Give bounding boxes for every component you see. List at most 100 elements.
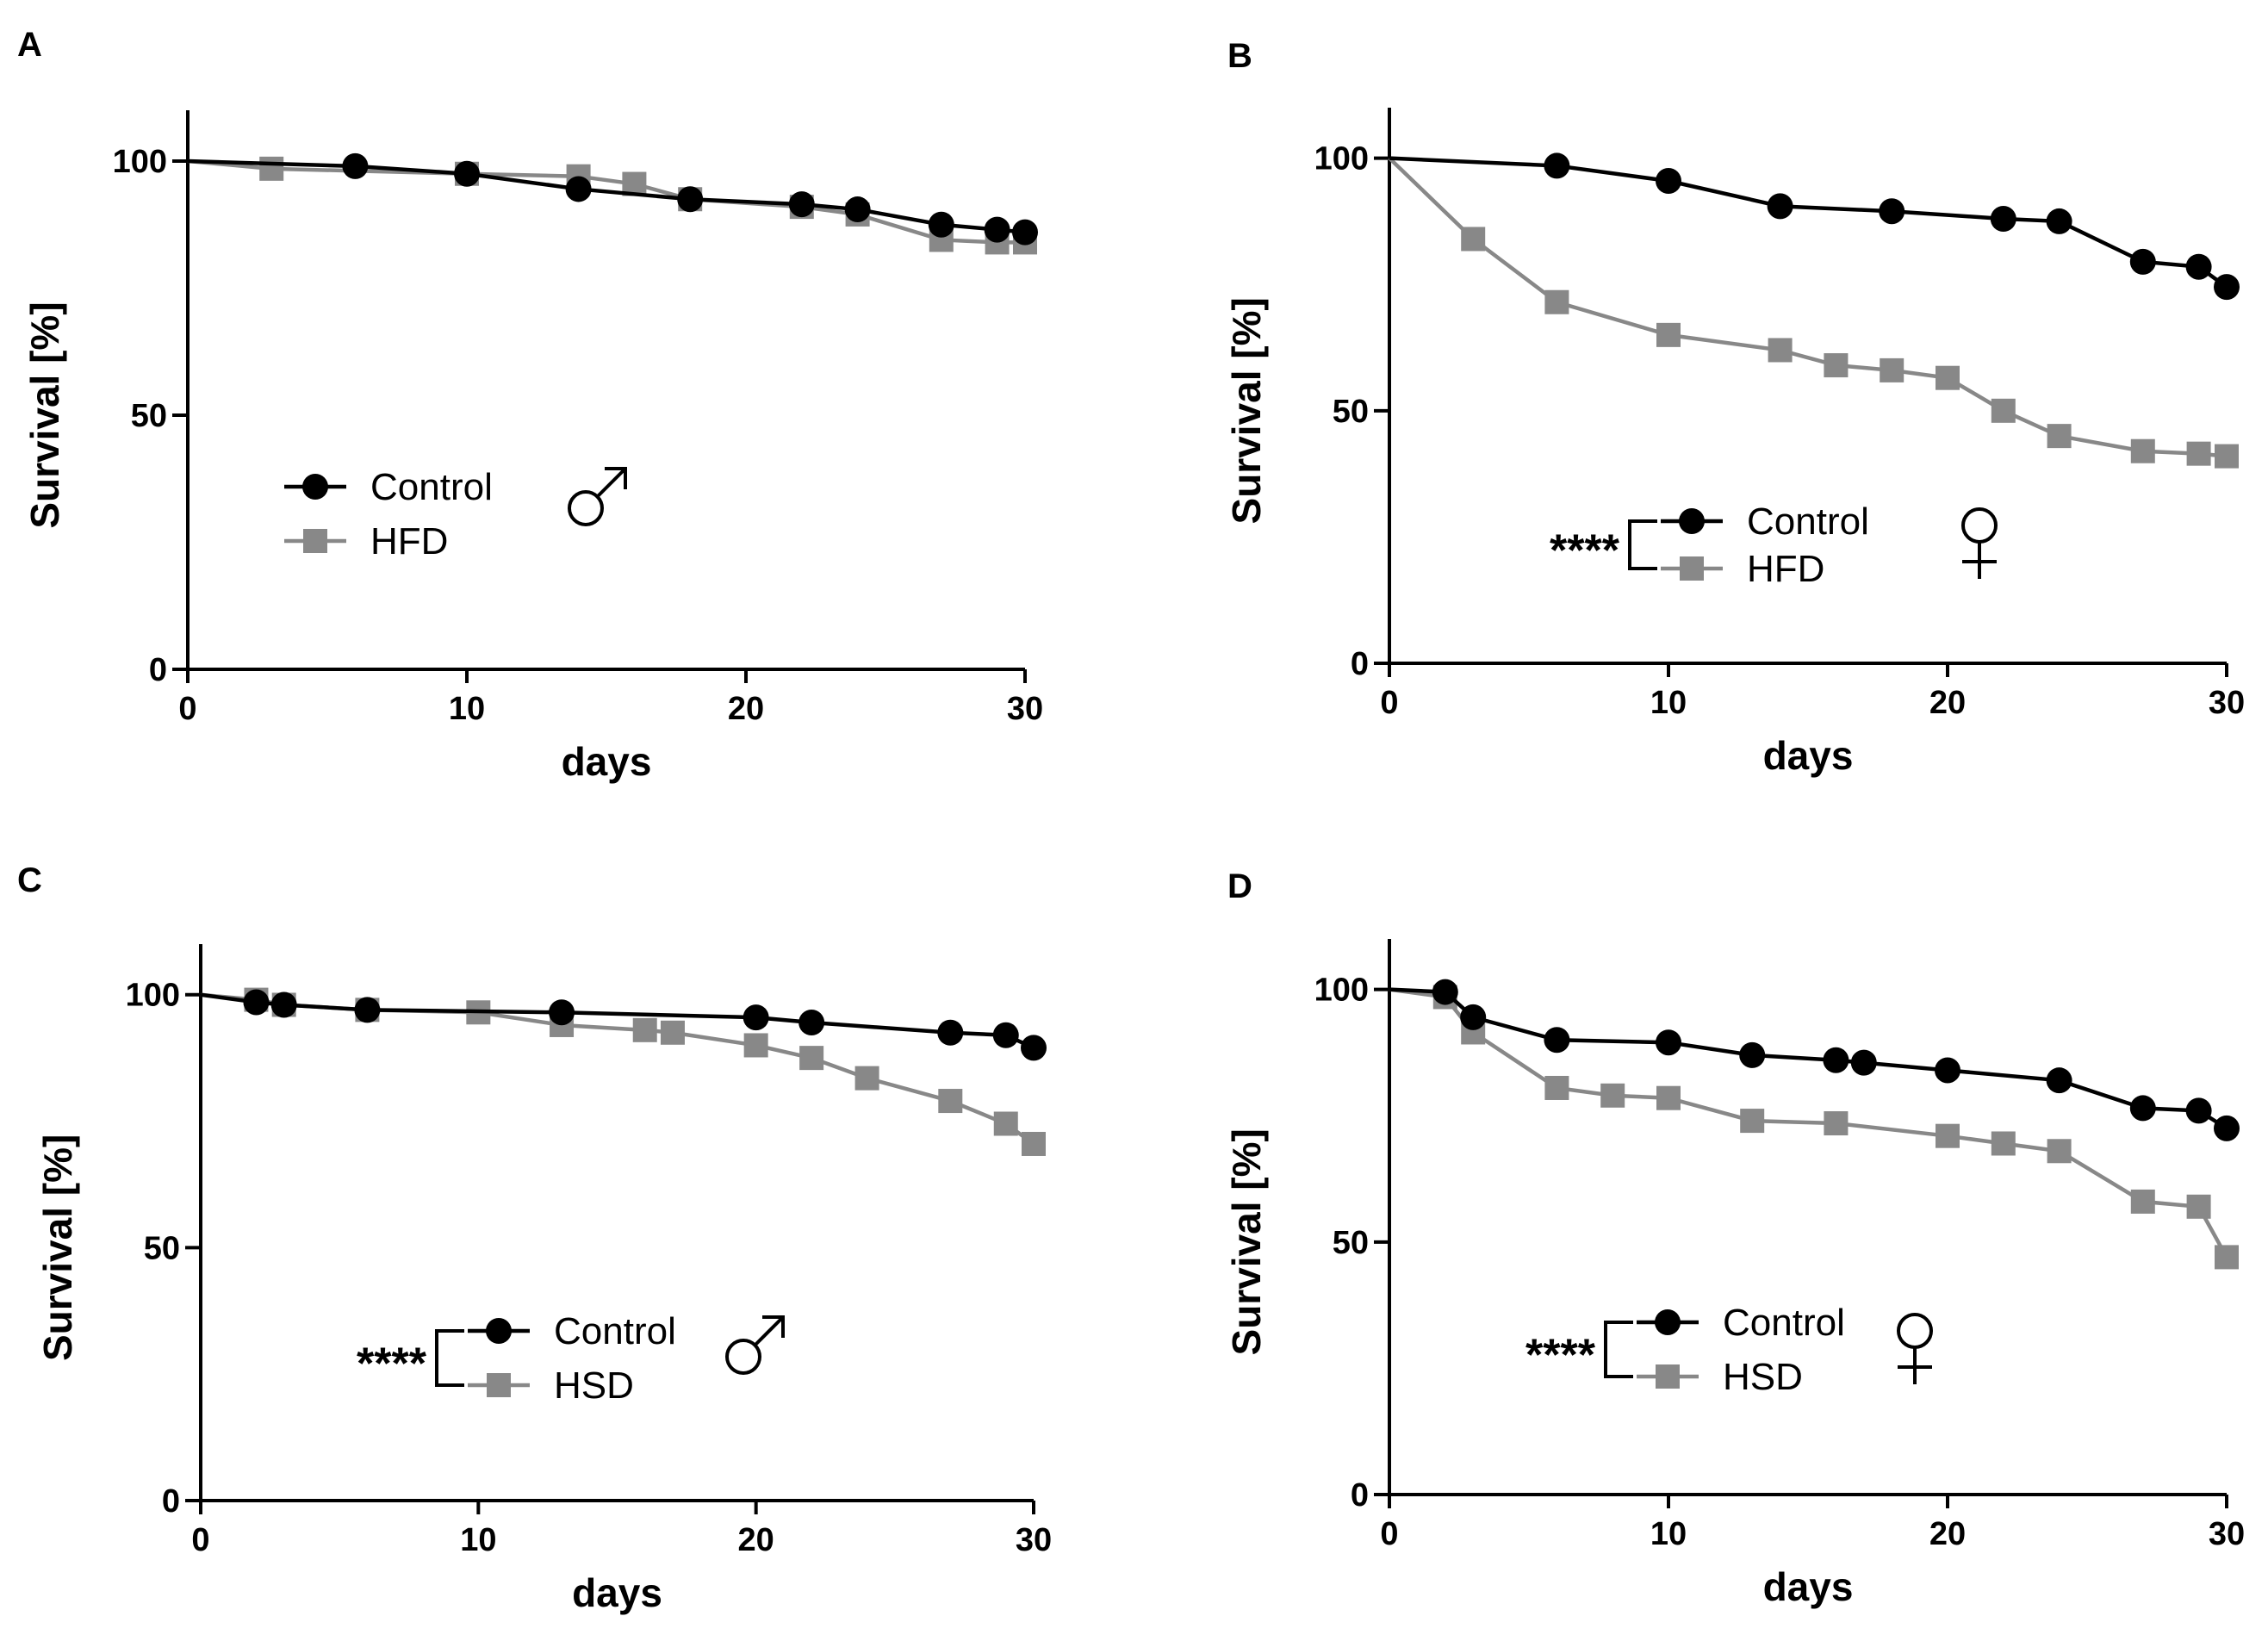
- significance-stars: ****: [357, 1340, 427, 1389]
- x-tick-label: 30: [1007, 691, 1043, 727]
- x-axis-title: days: [572, 1570, 662, 1615]
- legend-marker-circle: [1655, 1309, 1681, 1335]
- data-point-circle: [1850, 1049, 1877, 1076]
- legend-label: Control: [554, 1310, 676, 1352]
- y-tick-label: 50: [131, 398, 167, 434]
- y-tick-label: 100: [1314, 973, 1369, 1009]
- data-point-square: [1991, 1131, 2016, 1156]
- y-tick-label: 0: [162, 1483, 180, 1520]
- legend-marker-square: [1680, 556, 1704, 581]
- significance-bracket: [1604, 1321, 1633, 1378]
- data-point-circle: [1021, 1035, 1047, 1061]
- data-point-circle: [342, 152, 369, 179]
- data-point-circle: [243, 989, 270, 1016]
- panel-letter: C: [17, 861, 42, 899]
- data-point-circle: [2185, 253, 2212, 280]
- x-tick-label: 20: [1929, 1516, 1966, 1552]
- x-tick-label: 10: [460, 1522, 496, 1558]
- y-tick-label: 0: [1351, 646, 1369, 682]
- female-symbol-ring: [1961, 507, 1998, 544]
- data-point-circle: [1656, 168, 1681, 195]
- male-symbol-arrow-head: [762, 1315, 785, 1338]
- data-point-circle: [1432, 979, 1458, 1005]
- data-point-circle: [2046, 208, 2072, 234]
- data-point-square: [1991, 398, 2016, 423]
- data-point-circle: [454, 160, 480, 187]
- y-tick-label: 100: [1314, 141, 1369, 177]
- panel-c: C 0 50 100 0 10 20 30 days Survival [%] Control HSD…: [17, 861, 1052, 1615]
- data-point-square: [2215, 1245, 2239, 1270]
- data-point-circle: [2185, 1097, 2212, 1124]
- data-point-square: [2130, 438, 2155, 463]
- data-point-square: [938, 1089, 963, 1114]
- data-point-circle: [844, 196, 871, 223]
- x-tick-label: 20: [738, 1522, 774, 1558]
- x-tick-label: 0: [1380, 685, 1398, 721]
- legend-marker-square: [303, 529, 327, 553]
- male-symbol-ring: [725, 1339, 761, 1375]
- legend: Control HFD ****: [1550, 500, 1869, 590]
- x-tick-label: 10: [449, 691, 485, 727]
- data-point-circle: [354, 997, 381, 1023]
- data-point-circle: [1544, 152, 1570, 179]
- panel-letter: D: [1227, 867, 1252, 905]
- male-symbol-arrow-head: [605, 467, 627, 489]
- data-point-square: [632, 1017, 657, 1042]
- legend-marker-circle: [302, 474, 328, 500]
- x-tick-label: 10: [1650, 685, 1687, 721]
- legend-marker-square: [1656, 1364, 1680, 1389]
- data-point-circle: [798, 1010, 825, 1036]
- series-line: [1389, 987, 2228, 1259]
- x-axis-title: days: [1763, 733, 1854, 778]
- data-point-square: [1600, 1083, 1625, 1108]
- y-tick-label: 100: [113, 144, 167, 180]
- x-tick-label: 30: [1016, 1522, 1052, 1558]
- legend: Control HFD: [284, 466, 493, 563]
- data-point-square: [1936, 365, 1960, 390]
- male-symbol-arrow-shaft: [595, 469, 625, 499]
- data-point-square: [1880, 357, 1904, 382]
- female-symbol-icon: [1961, 507, 1998, 579]
- data-point-square: [1656, 1085, 1681, 1110]
- data-point-circle: [1460, 1004, 1487, 1030]
- data-point-circle: [937, 1019, 964, 1046]
- data-point-circle: [1012, 219, 1038, 246]
- male-symbol-icon: [568, 467, 627, 526]
- legend-label: HSD: [1723, 1356, 1803, 1398]
- data-point-square: [660, 1020, 685, 1045]
- x-axis-title: days: [562, 739, 652, 784]
- y-tick-label: 50: [1333, 1225, 1369, 1261]
- series-control: [1389, 979, 2240, 1141]
- data-point-square: [1768, 338, 1793, 363]
- male-symbol-arrow-shaft: [753, 1317, 783, 1347]
- data-point-square: [2130, 1189, 2155, 1214]
- panel-letter: A: [17, 26, 42, 64]
- legend-marker-circle: [1679, 508, 1705, 534]
- legend-label: Control: [1747, 500, 1869, 543]
- data-point-square: [1461, 227, 1486, 252]
- y-tick-label: 0: [1351, 1477, 1369, 1514]
- data-point-circle: [1544, 1027, 1570, 1054]
- y-tick-label: 0: [149, 652, 167, 688]
- x-axis-title: days: [1763, 1564, 1854, 1609]
- series-line: [200, 992, 1035, 1050]
- y-axis-title: Survival [%]: [35, 1134, 80, 1361]
- series-control: [187, 152, 1038, 246]
- series-control: [200, 989, 1047, 1061]
- series-control: [1389, 152, 2240, 301]
- data-point-square: [1544, 289, 1569, 314]
- series-line: [200, 992, 1035, 1146]
- series-line: [1389, 156, 2228, 289]
- series-line: [187, 159, 1025, 245]
- significance-stars: ****: [1525, 1331, 1596, 1381]
- data-point-square: [2186, 1194, 2211, 1219]
- legend-label: Control: [370, 466, 493, 508]
- x-tick-label: 0: [1380, 1516, 1398, 1552]
- female-symbol-icon: [1897, 1313, 1933, 1384]
- data-point-circle: [2214, 1115, 2240, 1141]
- x-tick-label: 30: [2209, 1516, 2245, 1552]
- x-tick-label: 0: [191, 1522, 209, 1558]
- panel-d: D 0 50 100 0 10 20 30 days Survival [%] Control HSD…: [1224, 867, 2245, 1609]
- data-point-square: [1824, 353, 1849, 378]
- data-point-square: [1656, 322, 1681, 347]
